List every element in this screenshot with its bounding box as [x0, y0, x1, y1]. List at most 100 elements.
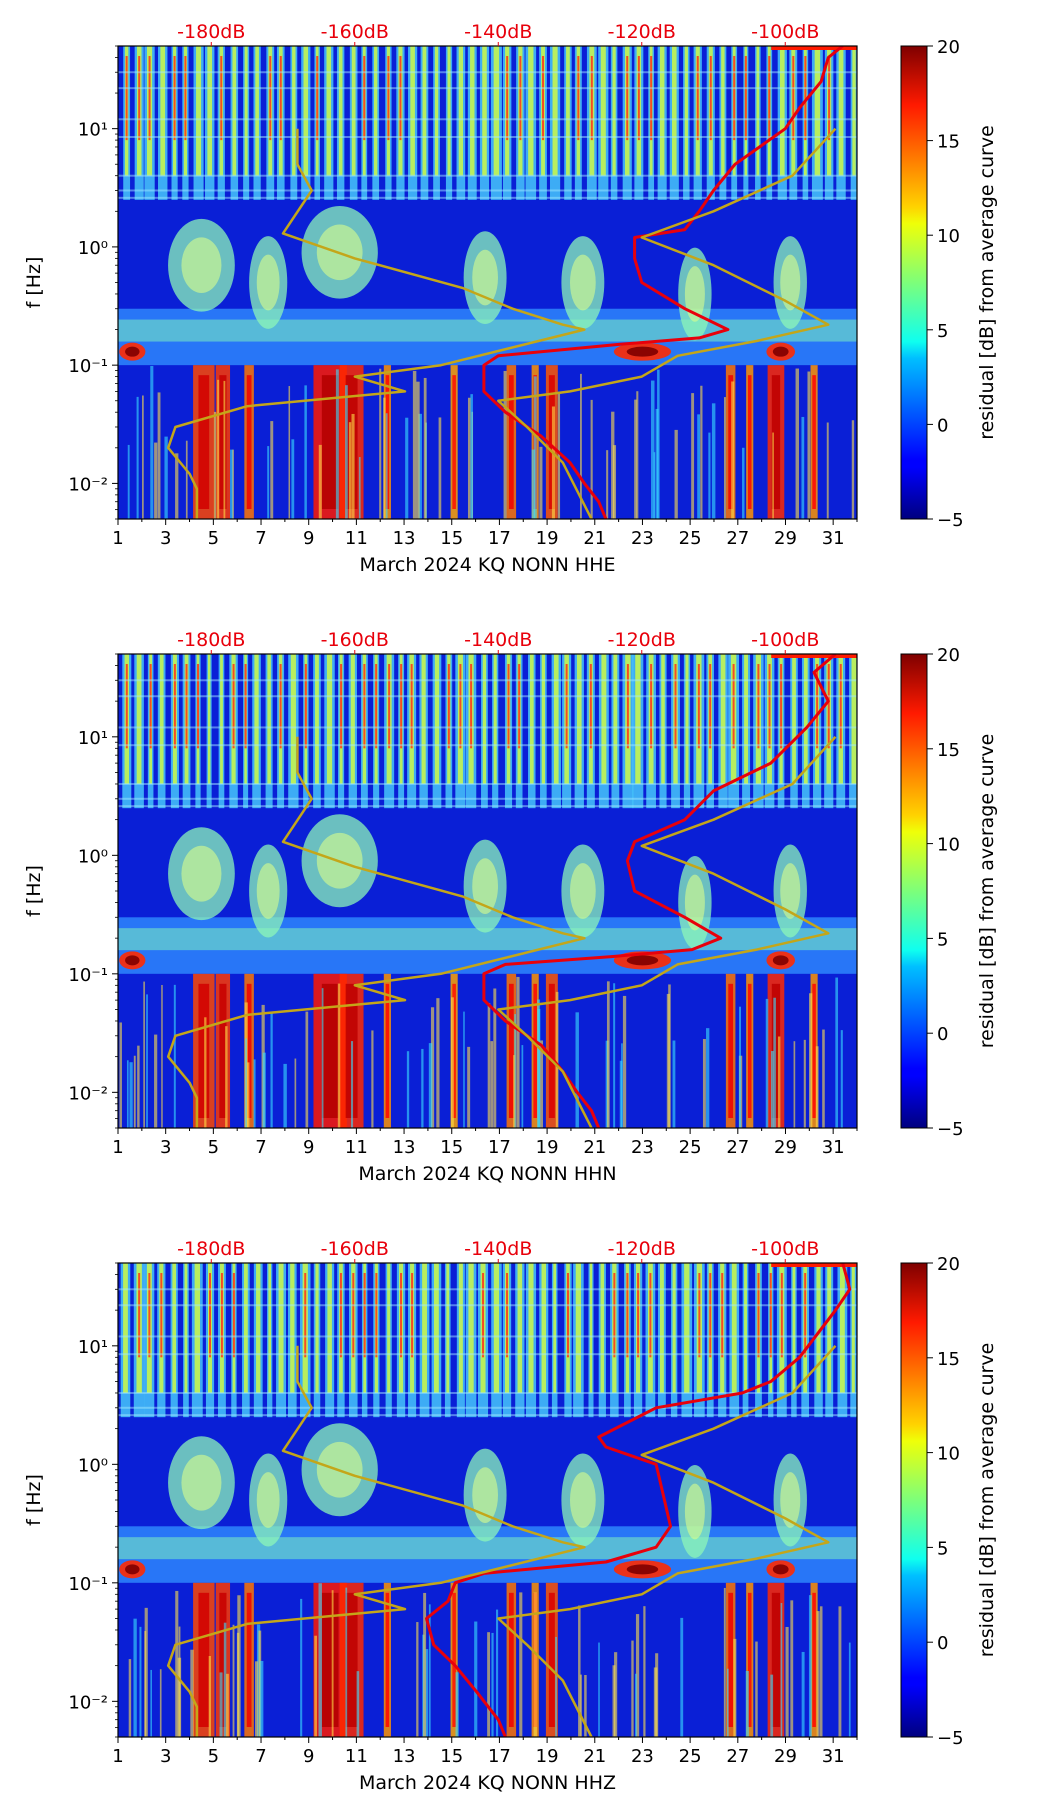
lf-bar-core	[385, 1592, 390, 1727]
x-tick-label: 23	[631, 1746, 654, 1767]
hf-stripe-core	[220, 654, 223, 784]
hf-line	[118, 118, 857, 121]
lf-streak	[657, 369, 660, 519]
lf-streak	[808, 1595, 812, 1737]
lf-streak	[223, 1622, 227, 1737]
hf-stripe-peak	[232, 1273, 235, 1358]
hf-stripe-core	[684, 46, 688, 176]
panel-3: 1 3 5 7 9 11 13 15 17 19 21 23 25 27 29 3110⁻²10⁻¹10⁰10…	[23, 1238, 998, 1794]
lf-streak	[385, 413, 388, 519]
lf-streak	[161, 984, 163, 1128]
hf-line	[118, 71, 857, 74]
hot-spot-core	[772, 955, 789, 966]
x-tick-label: 25	[679, 528, 702, 549]
lf-streak	[772, 432, 774, 519]
lf-streak	[777, 1036, 781, 1128]
storm-blob-core	[181, 1454, 222, 1511]
hf-stripe-peak	[709, 664, 712, 749]
hf-stripe-core	[659, 1263, 664, 1393]
lf-streak	[150, 1669, 152, 1737]
x-tick-label: 29	[774, 1746, 797, 1767]
lf-streak	[236, 1632, 240, 1737]
hf-stripe-peak	[388, 664, 391, 749]
colorbar-tick-label: 10	[937, 1444, 960, 1465]
hot-spot-core	[125, 1564, 140, 1575]
hf-line	[118, 1304, 857, 1307]
hot-spot-core	[626, 1564, 659, 1575]
hf-line	[118, 1414, 857, 1417]
x-tick-label: 17	[488, 528, 511, 549]
lf-bar-core	[771, 375, 781, 509]
lf-streak	[258, 1630, 262, 1737]
hf-stripe-peak	[160, 1273, 163, 1358]
hf-stripe-core	[434, 654, 440, 784]
lf-streak	[345, 385, 348, 519]
hf-stripe-core	[315, 1263, 319, 1393]
hf-stripe-core	[267, 654, 271, 784]
hf-stripe-core	[434, 46, 439, 176]
colorbar-tick-label: 0	[937, 1024, 948, 1045]
y-tick-label: 10⁰	[78, 238, 108, 259]
hf-stripe-core	[553, 654, 559, 784]
hf-stripe-core	[541, 1263, 547, 1393]
lf-bar-core	[812, 375, 816, 509]
lf-streak	[300, 1598, 303, 1737]
lf-streak	[490, 1041, 494, 1128]
colorbar-tick-label: 10	[937, 226, 960, 247]
lf-streak	[270, 421, 274, 519]
lf-streak	[739, 1006, 741, 1128]
lf-streak	[575, 1012, 579, 1128]
hf-stripe-core	[661, 654, 665, 784]
lf-streak	[291, 439, 295, 519]
storm-blob-core	[472, 858, 498, 914]
hf-stripe-peak	[447, 664, 450, 749]
lf-bar-core	[728, 375, 734, 509]
lf-bar-core	[548, 1592, 555, 1727]
x-tick-label: 3	[160, 528, 171, 549]
lf-streak	[425, 1649, 429, 1737]
lf-streak	[822, 1029, 825, 1128]
lf-streak	[270, 1011, 273, 1128]
hf-stripe-core	[194, 1263, 201, 1393]
lf-bar-core	[812, 1592, 816, 1727]
db-tick-label: -180dB	[177, 1238, 245, 1260]
hf-stripe-core	[290, 1263, 295, 1393]
lf-bar-core	[508, 1592, 514, 1727]
lf-streak	[584, 1674, 587, 1737]
hf-stripe-core	[839, 1263, 845, 1393]
lf-streak	[493, 988, 497, 1128]
lf-bar-core	[452, 983, 456, 1118]
lf-streak	[742, 447, 745, 519]
hf-stripe-peak	[279, 664, 282, 749]
hf-stripe-core	[792, 1263, 796, 1393]
lf-streak	[840, 1030, 843, 1128]
x-tick-label: 9	[303, 1746, 314, 1767]
storm-blob-core	[181, 237, 222, 294]
hf-stripe-core	[327, 1263, 332, 1393]
storm-blob-core	[569, 863, 596, 919]
db-tick-label: -100dB	[751, 629, 819, 651]
hf-stripe-peak	[197, 664, 200, 749]
lf-streak	[606, 981, 610, 1128]
lf-streak	[651, 380, 655, 519]
lf-streak	[416, 381, 420, 519]
hf-stripe-peak	[304, 664, 307, 749]
lf-streak	[247, 1062, 250, 1128]
lf-streak	[590, 399, 593, 519]
hf-stripe-peak	[125, 664, 128, 749]
hf-stripe-peak	[733, 56, 736, 141]
lf-streak	[371, 1030, 374, 1128]
x-tick-label: 29	[774, 528, 797, 549]
lf-streak	[223, 380, 226, 519]
hf-stripe-peak	[411, 1273, 414, 1358]
hf-stripe-core	[350, 654, 355, 784]
lf-streak	[232, 1624, 235, 1737]
hf-stripe-core	[315, 654, 319, 784]
lf-streak	[423, 1592, 427, 1737]
hf-stripe-peak	[698, 1273, 701, 1358]
colorbar-tick-label: 20	[937, 645, 960, 666]
lf-streak	[790, 1600, 794, 1737]
lf-streak	[230, 449, 233, 519]
lf-streak	[175, 453, 179, 519]
lf-streak	[487, 1003, 491, 1128]
